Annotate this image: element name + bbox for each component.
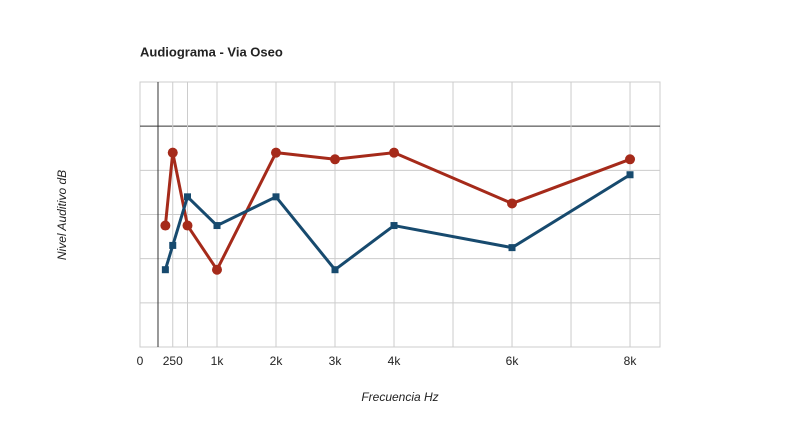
- point: [625, 154, 636, 165]
- x-tick-label: 250: [163, 354, 183, 368]
- point: [389, 147, 400, 158]
- point: [626, 171, 634, 179]
- x-tick-label: 1k: [211, 354, 225, 368]
- x-tick-label: 6k: [506, 354, 520, 368]
- chart-title: Audiograma - Via Oseo: [140, 44, 283, 59]
- x-tick-label: 0: [137, 354, 144, 368]
- x-tick-label: 2k: [270, 354, 284, 368]
- point: [211, 264, 222, 275]
- point: [331, 266, 339, 274]
- point: [213, 222, 221, 230]
- point: [161, 266, 169, 274]
- point: [183, 193, 191, 201]
- point: [508, 244, 516, 252]
- y-axis-label: Nivel Auditivo dB: [55, 170, 69, 260]
- point: [160, 220, 171, 231]
- point: [507, 198, 518, 209]
- point: [169, 241, 177, 249]
- point: [271, 147, 282, 158]
- point: [272, 193, 280, 201]
- point: [167, 147, 178, 158]
- point: [330, 154, 341, 165]
- x-axis-label: Frecuencia Hz: [361, 390, 438, 404]
- x-tick-label: 3k: [329, 354, 343, 368]
- point: [182, 220, 193, 231]
- x-tick-label: 8k: [624, 354, 638, 368]
- x-tick-label: 4k: [388, 354, 402, 368]
- point: [390, 222, 398, 230]
